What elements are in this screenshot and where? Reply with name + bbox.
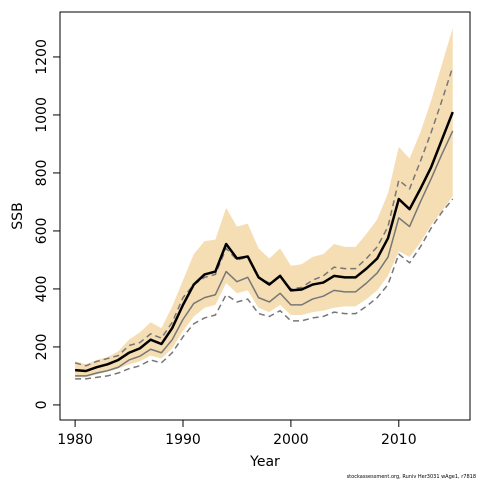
y-tick-label: 1200: [34, 39, 50, 75]
plot-frame: [59, 11, 471, 421]
y-tick-label: 600: [34, 218, 50, 245]
x-axis-label: Year: [249, 454, 280, 470]
y-tick-label: 0: [34, 400, 50, 409]
series-line: [75, 198, 454, 380]
y-tick-label: 400: [34, 276, 50, 303]
y-axis-label: SSB: [10, 202, 26, 229]
series-line: [75, 111, 454, 373]
y-tick-label: 800: [34, 160, 50, 187]
x-tick-label: 1980: [57, 432, 93, 448]
confidence-band: [75, 27, 453, 378]
x-tick-label: 2000: [273, 432, 309, 448]
y-tick-label: 1000: [34, 97, 50, 133]
x-tick-label: 1990: [165, 432, 201, 448]
series-line: [75, 130, 454, 377]
x-tick-label: 2010: [381, 432, 417, 448]
y-tick-label: 200: [34, 334, 50, 361]
footnote: stockassessment.org, Runiv Her3031 wAge1…: [347, 474, 476, 480]
